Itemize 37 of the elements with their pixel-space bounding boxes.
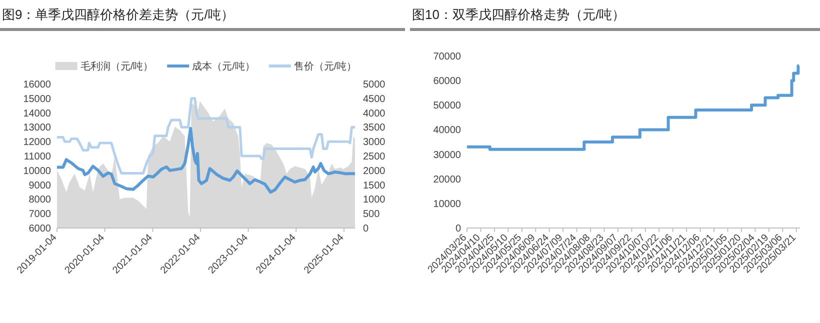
y2-tick-label: 5000 xyxy=(363,80,386,90)
y-tick-label: 10000 xyxy=(23,166,52,177)
y-tick-label: 12000 xyxy=(23,137,52,148)
y2-tick-label: 500 xyxy=(363,209,380,220)
y2-tick-label: 0 xyxy=(363,224,369,234)
y-tick-label: 15000 xyxy=(23,94,52,105)
y2-tick-label: 4000 xyxy=(363,108,386,120)
y-tick-label: 9000 xyxy=(28,180,52,192)
line-series xyxy=(56,97,356,175)
y-tick-label: 14000 xyxy=(23,108,52,120)
y2-tick-label: 1000 xyxy=(363,194,386,206)
y-tick-label: 50000 xyxy=(433,100,462,112)
y-tick-label: 70000 xyxy=(433,52,462,62)
y-tick-label: 20000 xyxy=(433,174,462,186)
y-tick-label: 16000 xyxy=(23,80,52,90)
chart-title: 图10：双季戊四醇价格走势（元/吨） xyxy=(412,6,626,24)
y-tick-label: 60000 xyxy=(433,76,462,88)
line-series xyxy=(56,126,356,194)
y-tick-label: 0 xyxy=(455,224,462,234)
y-tick-label: 13000 xyxy=(23,122,52,134)
y-tick-label: 8000 xyxy=(28,194,52,206)
legend-label: 售价（元/吨） xyxy=(294,60,357,72)
y-tick-label: 40000 xyxy=(433,125,462,136)
y2-tick-label: 3500 xyxy=(363,122,386,134)
y-tick-label: 10000 xyxy=(433,198,462,210)
chart-title: 图9：单季戊四醇价格价差走势（元/吨） xyxy=(2,6,234,24)
y2-tick-label: 1500 xyxy=(363,180,386,192)
y-tick-label: 11000 xyxy=(24,152,52,162)
y2-tick-label: 2000 xyxy=(363,166,386,177)
y-tick-label: 30000 xyxy=(433,150,462,161)
legend-label: 成本（元/吨） xyxy=(192,60,255,72)
y2-tick-label: 4500 xyxy=(363,94,386,105)
legend-label: 毛利润（元/吨） xyxy=(80,60,154,72)
y2-tick-label: 2500 xyxy=(363,152,386,162)
y2-tick-label: 3000 xyxy=(363,137,386,148)
y-tick-label: 7000 xyxy=(28,209,52,220)
y-tick-label: 6000 xyxy=(28,224,52,234)
